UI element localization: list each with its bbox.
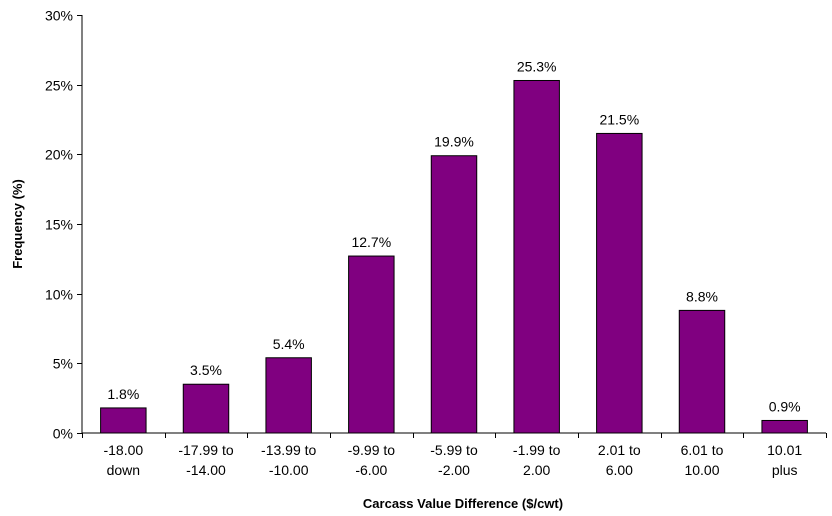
bar [596,132,643,434]
category-label-line: -2.00 [438,462,470,478]
category-labels: -18.00 down -17.99 to -14.00 -13.99 to -10.00… [103,442,802,478]
bar [430,155,478,434]
category-label: 6.01 to 10.00 [681,442,724,478]
category-label: -9.99 to -6.00 [348,442,396,478]
y-tick-label: 20% [45,147,73,163]
data-label: 8.8% [686,288,718,304]
category-label-line: 6.00 [606,462,633,478]
bar [761,419,808,434]
category-label-line: -1.99 to [513,442,561,458]
data-label: 21.5% [599,111,639,127]
bar [265,357,312,434]
category-label: -1.99 to 2.00 [513,442,561,478]
bar [348,255,395,434]
y-tick-label: 25% [45,78,73,94]
category-label: -17.99 to -14.00 [178,442,233,478]
category-label-line: 6.01 to [681,442,724,458]
category-label-line: -17.99 to [178,442,233,458]
category-label-line: -10.00 [269,462,309,478]
x-axis [82,432,827,438]
category-label: -18.00 down [103,442,143,478]
category-label-line: -14.00 [186,462,226,478]
y-axis-title: Frequency (%) [10,179,25,269]
data-label: 3.5% [190,362,222,378]
category-label-line: 10.01 [767,442,802,458]
category-label-line: -6.00 [355,462,387,478]
x-axis-title: Carcass Value Difference ($/cwt) [363,496,563,511]
category-label: -13.99 to -10.00 [261,442,316,478]
category-label: 10.01 plus [767,442,802,478]
y-axis: 0% 5% 10% 15% 20% 25% 30% [45,8,83,442]
category-label-line: 2.01 to [598,442,641,458]
bar [100,407,147,434]
category-label-line: plus [772,462,798,478]
data-label: 25.3% [517,58,557,74]
data-labels: 1.8% 3.5% 5.4% 12.7% 19.9% 25.3% 21.5% 8.8% 0.9% [107,58,800,414]
bar [678,309,726,434]
category-label-line: -13.99 to [261,442,316,458]
y-tick-label: 0% [53,426,73,442]
category-label-line: -9.99 to [348,442,396,458]
bar [513,79,560,434]
data-label: 0.9% [769,398,801,414]
y-tick-label: 10% [45,287,73,303]
data-label: 12.7% [351,234,391,250]
category-label: 2.01 to 6.00 [598,442,641,478]
bars [100,79,808,434]
category-label-line: 10.00 [684,462,719,478]
data-label: 1.8% [107,386,139,402]
category-label-line: -18.00 [103,442,143,458]
bar [182,383,230,434]
category-label-line: -5.99 to [430,442,478,458]
y-tick-label: 15% [45,217,73,233]
data-label: 5.4% [273,336,305,352]
category-label-line: down [107,462,140,478]
category-label: -5.99 to -2.00 [430,442,478,478]
data-label: 19.9% [434,134,474,150]
category-label-line: 2.00 [523,462,550,478]
y-tick-label: 30% [45,8,73,24]
y-tick-label: 5% [53,356,73,372]
